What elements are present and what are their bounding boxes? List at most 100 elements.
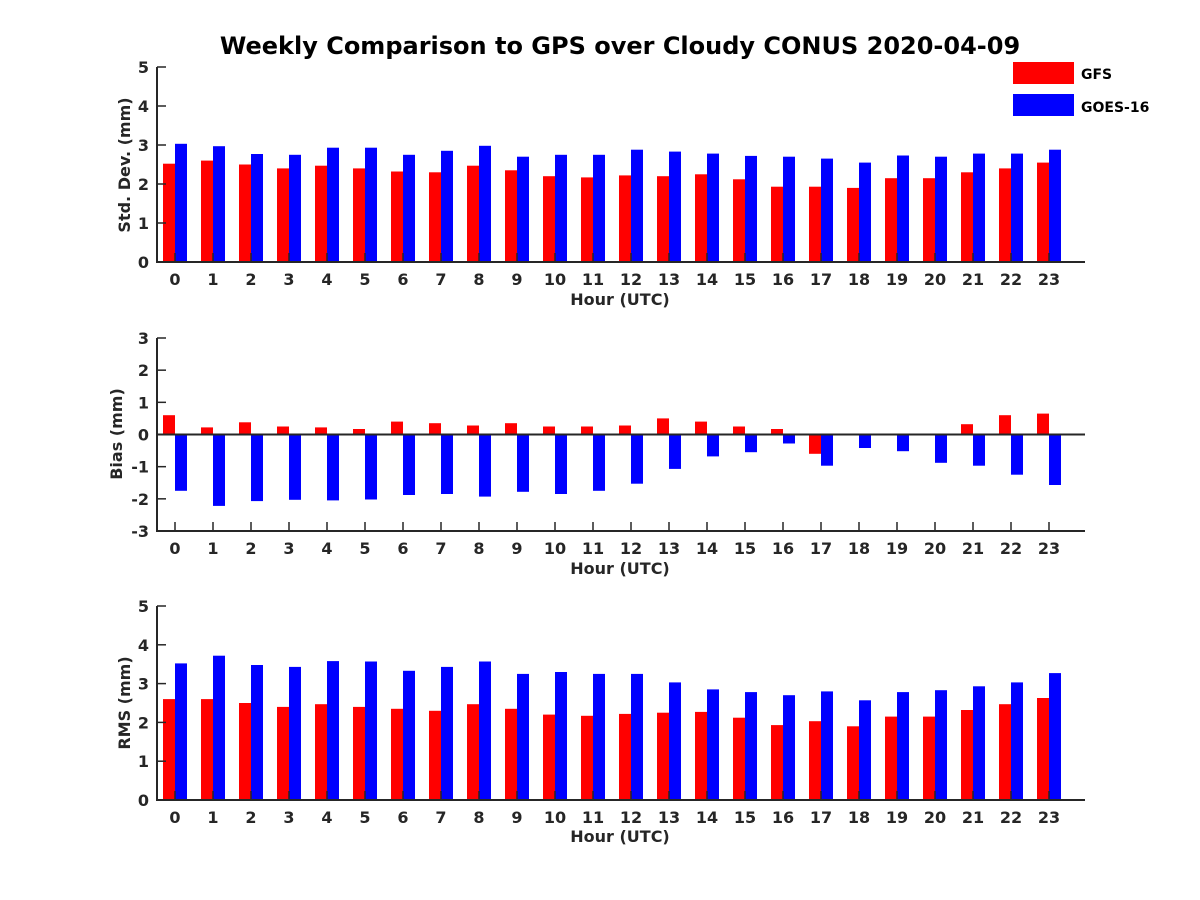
bar-gfs-hour-22 <box>999 415 1011 435</box>
x-tick-label: 9 <box>511 808 522 827</box>
bar-gfs-hour-21 <box>961 172 973 262</box>
bar-gfs-hour-14 <box>695 421 707 435</box>
bar-gfs-hour-17 <box>809 434 821 454</box>
x-tick-label: 8 <box>473 808 484 827</box>
bar-gfs-hour-21 <box>961 710 973 800</box>
bar-goes16-hour-19 <box>897 434 909 452</box>
x-tick-label: 15 <box>734 808 756 827</box>
bar-goes16-hour-16 <box>783 156 795 262</box>
y-tick-label: 3 <box>138 136 149 155</box>
x-tick-label: 4 <box>321 808 332 827</box>
x-tick-label: 10 <box>544 539 566 558</box>
x-tick-label: 17 <box>810 270 832 289</box>
bar-gfs-hour-7 <box>429 423 441 435</box>
y-tick-label: 5 <box>138 58 149 77</box>
bar-goes16-hour-5 <box>365 434 377 500</box>
bar-gfs-hour-16 <box>771 725 783 800</box>
bar-goes16-hour-5 <box>365 661 377 800</box>
bar-goes16-hour-0 <box>175 143 187 262</box>
x-tick-label: 6 <box>397 808 408 827</box>
legend-swatch-goes16 <box>1013 94 1074 116</box>
bar-gfs-hour-20 <box>923 178 935 262</box>
bar-gfs-hour-8 <box>467 425 479 435</box>
x-tick-label: 8 <box>473 539 484 558</box>
bar-gfs-hour-18 <box>847 726 859 800</box>
y-tick-label: 4 <box>138 97 149 116</box>
bar-gfs-hour-0 <box>163 699 175 800</box>
x-tick-label: 18 <box>848 808 870 827</box>
x-tick-label: 17 <box>810 808 832 827</box>
bar-goes16-hour-12 <box>631 149 643 262</box>
bar-goes16-hour-11 <box>593 673 605 800</box>
bar-goes16-hour-9 <box>517 673 529 800</box>
legend-label-gfs: GFS <box>1081 67 1112 83</box>
x-tick-label: 11 <box>582 808 604 827</box>
bar-goes16-hour-22 <box>1011 682 1023 800</box>
bar-goes16-hour-23 <box>1049 673 1061 800</box>
bar-goes16-hour-10 <box>555 434 567 494</box>
x-tick-label: 7 <box>435 808 446 827</box>
bar-gfs-hour-11 <box>581 177 593 262</box>
x-tick-label: 15 <box>734 539 756 558</box>
bar-goes16-hour-19 <box>897 155 909 262</box>
bar-gfs-hour-9 <box>505 423 517 435</box>
bar-gfs-hour-4 <box>315 165 327 262</box>
x-tick-label: 9 <box>511 270 522 289</box>
bar-goes16-hour-6 <box>403 670 415 800</box>
x-tick-label: 12 <box>620 539 642 558</box>
x-tick-label: 3 <box>283 539 294 558</box>
x-tick-label: 14 <box>696 539 718 558</box>
bar-gfs-hour-14 <box>695 174 707 263</box>
bar-goes16-hour-5 <box>365 147 377 262</box>
bar-gfs-hour-14 <box>695 711 707 800</box>
bar-goes16-hour-21 <box>973 153 985 262</box>
bar-goes16-hour-17 <box>821 158 833 262</box>
bar-gfs-hour-9 <box>505 708 517 800</box>
bar-goes16-hour-17 <box>821 691 833 800</box>
bar-goes16-hour-14 <box>707 689 719 800</box>
x-tick-label: 10 <box>544 270 566 289</box>
y-tick-label: 2 <box>138 713 149 732</box>
bar-gfs-hour-11 <box>581 715 593 800</box>
bar-gfs-hour-4 <box>315 427 327 435</box>
bar-gfs-hour-13 <box>657 712 669 800</box>
bar-goes16-hour-1 <box>213 434 225 506</box>
bar-goes16-hour-0 <box>175 663 187 800</box>
bar-gfs-hour-2 <box>239 164 251 262</box>
bar-goes16-hour-20 <box>935 690 947 800</box>
bar-goes16-hour-16 <box>783 695 795 800</box>
x-tick-label: 7 <box>435 539 446 558</box>
bar-goes16-hour-13 <box>669 434 681 469</box>
bar-gfs-hour-10 <box>543 714 555 800</box>
bar-goes16-hour-15 <box>745 155 757 262</box>
x-tick-label: 0 <box>169 808 180 827</box>
bar-goes16-hour-22 <box>1011 153 1023 262</box>
bar-goes16-hour-13 <box>669 682 681 800</box>
x-tick-label: 5 <box>359 270 370 289</box>
x-tick-label: 2 <box>245 808 256 827</box>
y-tick-label: 3 <box>138 675 149 694</box>
x-tick-label: 6 <box>397 270 408 289</box>
bar-goes16-hour-4 <box>327 434 339 501</box>
x-tick-label: 14 <box>696 270 718 289</box>
bar-gfs-hour-3 <box>277 706 289 800</box>
bar-goes16-hour-3 <box>289 666 301 800</box>
bar-gfs-hour-12 <box>619 713 631 800</box>
bar-gfs-hour-0 <box>163 163 175 262</box>
y-tick-label: 0 <box>138 426 149 445</box>
bar-gfs-hour-8 <box>467 165 479 262</box>
rms-xlabel: Hour (UTC) <box>570 827 670 846</box>
legend-swatch-gfs <box>1013 62 1074 84</box>
bar-goes16-hour-14 <box>707 153 719 262</box>
bar-goes16-hour-1 <box>213 146 225 262</box>
bar-goes16-hour-21 <box>973 434 985 466</box>
x-tick-label: 21 <box>962 539 984 558</box>
bar-goes16-hour-18 <box>859 162 871 262</box>
x-tick-label: 12 <box>620 270 642 289</box>
bar-goes16-hour-10 <box>555 154 567 263</box>
bar-gfs-hour-1 <box>201 699 213 800</box>
